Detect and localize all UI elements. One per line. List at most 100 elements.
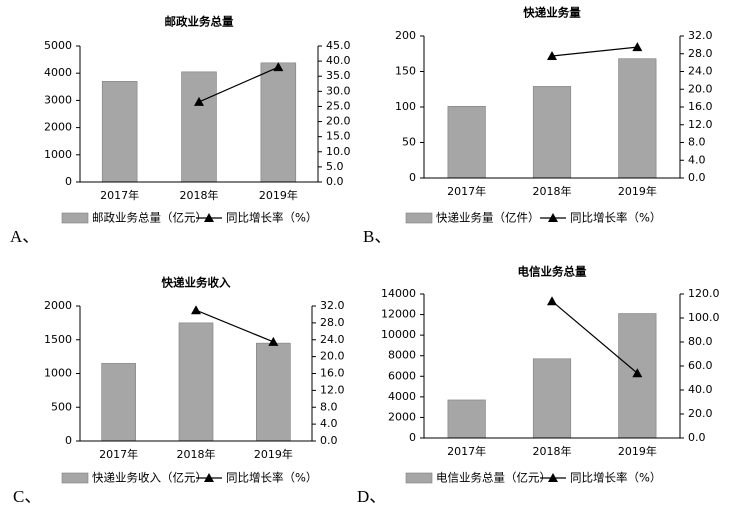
legend-line-label: 同比增长率（%） xyxy=(226,211,317,225)
chart-panel-2: 快递业务量 0 50 100 150 200 0.0 4.0 8.0 12.0 16.0 20.0 24… xyxy=(395,6,713,225)
legend-bar-swatch xyxy=(405,472,433,484)
bar xyxy=(181,71,217,183)
growth-rate-line xyxy=(551,46,638,57)
y-right-tick-label: 25.0 xyxy=(326,99,351,112)
y-right-tick-label: 5.0 xyxy=(326,160,344,173)
y-right-tick-label: 4.0 xyxy=(688,153,706,166)
legend-bar-label: 快递业务量（亿件） xyxy=(436,211,540,225)
chart-panel-3: 快递业务收入 0 500 1000 1500 2000 0.0 4.0 8.0 12.0 16.0 2… xyxy=(44,276,345,485)
y-left-tick-label: 1500 xyxy=(44,333,72,346)
legend-line-marker xyxy=(204,213,214,222)
y-left-tick-label: 2000 xyxy=(44,121,72,134)
chart-title: 电信业务总量 xyxy=(518,265,587,279)
y-right-tick-label: 32.0 xyxy=(320,299,345,312)
y-right-tick-label: 28.0 xyxy=(688,47,713,60)
y-left-tick-label: 0 xyxy=(65,434,72,447)
chart-panel-1: 邮政业务总量 0 1000 2000 3000 4000 5000 0.0 5.0 10.0 15.… xyxy=(44,15,351,225)
option-label-a: A、 xyxy=(10,227,40,246)
legend-bar-swatch xyxy=(61,472,89,484)
x-tick-label: 2018年 xyxy=(533,444,572,458)
y-left-tick-label: 4000 xyxy=(388,390,416,403)
y-right-tick-label: 30.0 xyxy=(326,84,351,97)
growth-rate-point xyxy=(191,305,201,315)
y-right-tick-label: 0.0 xyxy=(688,171,706,184)
legend-bar-swatch xyxy=(61,212,89,224)
growth-rate-line xyxy=(198,66,279,103)
y-left-tick-label: 100 xyxy=(395,100,416,113)
bar xyxy=(101,363,136,442)
y-left-tick-label: 5000 xyxy=(44,39,72,52)
y-left-tick-label: 1000 xyxy=(44,148,72,161)
y-right-tick-label: 100.0 xyxy=(688,311,720,324)
bar xyxy=(618,58,657,179)
bar xyxy=(447,399,486,439)
growth-rate-point xyxy=(632,42,643,52)
y-left-tick-label: 3000 xyxy=(44,93,72,106)
x-tick-label: 2017年 xyxy=(100,188,139,202)
bar xyxy=(101,81,138,183)
y-right-tick-label: 0.0 xyxy=(326,175,344,188)
growth-rate-point xyxy=(547,50,557,60)
y-right-tick-label: 20.0 xyxy=(688,407,713,420)
legend-bar-label: 快递业务收入（亿元） xyxy=(92,471,207,485)
y-right-tick-label: 12.0 xyxy=(688,118,713,131)
legend-line-label: 同比增长率（%） xyxy=(570,471,661,485)
y-left-tick-label: 50 xyxy=(402,136,416,149)
y-right-tick-label: 60.0 xyxy=(688,359,713,372)
y-right-tick-label: 20.0 xyxy=(320,350,345,363)
y-left-tick-label: 2000 xyxy=(388,410,416,423)
growth-rate-point xyxy=(547,296,557,306)
chart-title: 快递业务收入 xyxy=(161,276,231,290)
x-tick-label: 2019年 xyxy=(618,184,657,198)
y-right-tick-label: 20.0 xyxy=(688,82,713,95)
y-right-tick-label: 16.0 xyxy=(688,100,713,113)
y-right-tick-label: 10.0 xyxy=(326,145,351,158)
y-right-tick-label: 80.0 xyxy=(688,335,713,348)
y-right-tick-label: 40.0 xyxy=(688,383,713,396)
option-label-d: D、 xyxy=(357,487,387,506)
x-tick-label: 2019年 xyxy=(259,188,298,202)
legend-bar-label: 电信业务总量（亿元） xyxy=(436,471,551,485)
bar xyxy=(532,358,572,439)
x-tick-label: 2018年 xyxy=(180,188,219,202)
bar xyxy=(532,86,572,179)
x-tick-label: 2018年 xyxy=(177,447,216,461)
y-left-tick-label: 6000 xyxy=(388,369,416,382)
legend-line-label: 同比增长率（%） xyxy=(570,211,661,225)
y-left-tick-label: 8000 xyxy=(388,349,416,362)
x-tick-label: 2017年 xyxy=(99,447,138,461)
bar xyxy=(447,105,486,179)
legend-bar-swatch xyxy=(405,212,433,224)
legend-line-marker xyxy=(548,473,558,482)
y-left-tick-label: 12000 xyxy=(381,308,416,321)
legend-line-label: 同比增长率（%） xyxy=(226,471,317,485)
y-left-tick-label: 10000 xyxy=(381,328,416,341)
y-right-tick-label: 0.0 xyxy=(688,431,706,444)
y-right-tick-label: 8.0 xyxy=(320,400,338,413)
bar xyxy=(256,342,291,442)
y-left-tick-label: 200 xyxy=(395,29,416,42)
y-right-tick-label: 45.0 xyxy=(326,39,351,52)
y-left-tick-label: 2000 xyxy=(44,299,72,312)
growth-rate-line xyxy=(551,300,638,374)
y-right-tick-label: 24.0 xyxy=(688,65,713,78)
x-tick-label: 2019年 xyxy=(618,444,657,458)
y-left-tick-label: 0 xyxy=(65,175,72,188)
legend-line-marker xyxy=(548,213,558,222)
legend-bar-label: 邮政业务总量（亿元） xyxy=(92,211,207,225)
y-left-tick-label: 150 xyxy=(395,65,416,78)
y-right-tick-label: 15.0 xyxy=(326,130,351,143)
y-left-tick-label: 4000 xyxy=(44,66,72,79)
x-tick-label: 2018年 xyxy=(533,184,572,198)
growth-rate-point xyxy=(632,368,643,378)
y-right-tick-label: 120.0 xyxy=(688,287,720,300)
growth-rate-point xyxy=(268,336,279,346)
y-right-tick-label: 35.0 xyxy=(326,69,351,82)
y-left-tick-label: 500 xyxy=(51,400,72,413)
y-left-tick-label: 0 xyxy=(409,171,416,184)
bar xyxy=(178,322,214,442)
legend-line-marker xyxy=(204,473,214,482)
chart-title: 快递业务量 xyxy=(522,6,581,20)
y-right-tick-label: 40.0 xyxy=(326,54,351,67)
